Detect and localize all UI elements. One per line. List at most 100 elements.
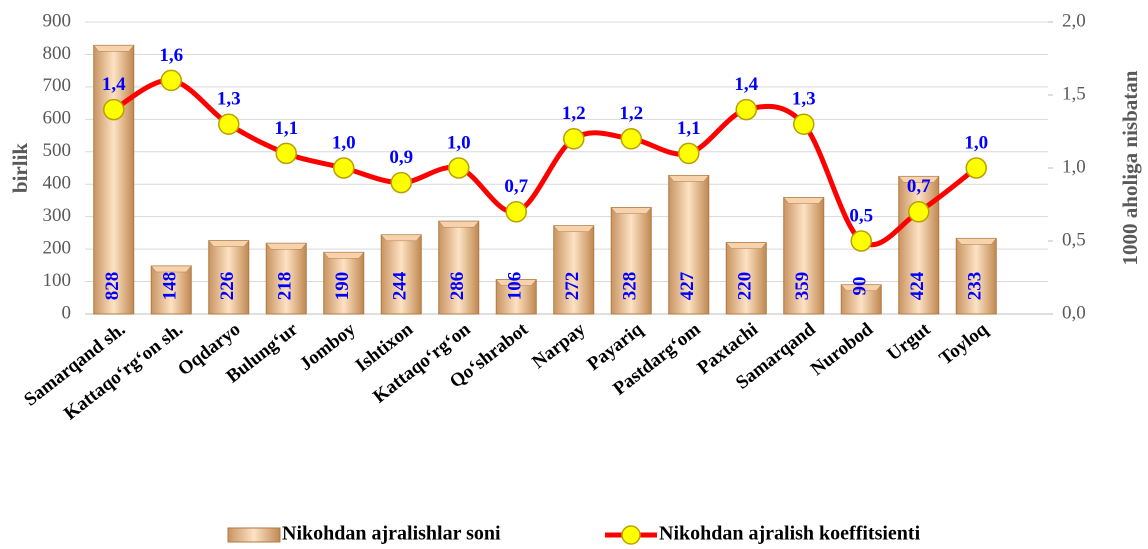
bar <box>898 175 940 315</box>
y-tick-label: 700 <box>43 75 72 96</box>
legend-label: Nikohdan ajralish koeffitsienti <box>659 523 921 545</box>
line-value-label: 1,2 <box>619 103 643 124</box>
y-tick-label: 400 <box>43 173 72 194</box>
x-tick-label: Nurobod <box>807 319 877 380</box>
bar <box>725 242 767 315</box>
bar-body <box>380 234 422 315</box>
y-tick-label: 200 <box>43 237 72 258</box>
bar-value-label: 226 <box>217 272 238 301</box>
bar <box>495 279 537 315</box>
x-tick-label: Kattaqo‘rg‘on <box>369 319 475 408</box>
bar-top <box>93 45 135 52</box>
line-marker <box>620 128 642 150</box>
bar-body <box>323 251 365 315</box>
y-axis-title: birlik <box>8 143 32 194</box>
y-tick-label: 100 <box>43 270 72 291</box>
x-tick-label: Narpay <box>528 319 590 374</box>
legend-marker <box>621 525 641 545</box>
line-marker <box>218 113 240 135</box>
line-value-label: 0,7 <box>504 176 528 197</box>
bar-body <box>610 207 652 315</box>
line-value-label: 1,0 <box>447 132 471 153</box>
line-marker <box>103 98 125 121</box>
line-value-label: 1,3 <box>792 89 816 110</box>
line-marker <box>160 69 182 92</box>
bar-value-label: 233 <box>965 272 986 301</box>
y2-axis-title: 1000 aholiga nisbatan <box>1118 70 1142 265</box>
bar-top <box>610 207 652 214</box>
line-value-label: 1,4 <box>734 74 758 95</box>
bar-value-label: 148 <box>160 272 181 301</box>
line-value-label: 1,6 <box>159 45 183 66</box>
legend-label: Nikohdan ajralishlar soni <box>282 523 501 545</box>
bar-top <box>380 234 422 242</box>
bar-top <box>208 240 250 247</box>
bar-value-label: 218 <box>275 272 296 301</box>
line-value-label: 1,1 <box>677 118 701 139</box>
x-tick-label: Urgut <box>883 318 935 365</box>
bar <box>610 207 652 315</box>
line-value-label: 1,3 <box>217 89 241 110</box>
bar-top <box>783 197 825 204</box>
bar-top <box>495 279 537 286</box>
line <box>112 77 978 248</box>
bar-value-label: 220 <box>735 272 756 301</box>
bar <box>783 197 825 315</box>
bar-body <box>553 225 595 315</box>
bar-body <box>668 174 710 315</box>
bar <box>668 174 710 315</box>
bar-top <box>898 176 940 183</box>
line-marker <box>965 157 987 179</box>
bar <box>265 242 307 315</box>
line-marker <box>850 230 872 252</box>
bar-top <box>438 220 480 228</box>
bar-body <box>265 242 307 315</box>
bar-value-label: 244 <box>390 271 411 300</box>
line-marker <box>448 157 470 179</box>
y-tick-label: 0 <box>62 302 72 323</box>
line-value-label: 1,1 <box>274 118 298 139</box>
line-value-label: 0,7 <box>907 176 931 197</box>
bar-top <box>323 252 365 259</box>
line-marker <box>563 128 585 150</box>
bar-value-label: 828 <box>102 272 123 301</box>
line-marker <box>678 142 700 165</box>
line-value-label: 1,2 <box>562 103 586 124</box>
bar-body <box>955 237 997 315</box>
bar-value-label: 424 <box>907 271 928 300</box>
line-value-label: 0,9 <box>389 147 413 168</box>
bar <box>93 44 135 315</box>
bar-value-label: 359 <box>792 272 813 301</box>
bar-body <box>208 240 250 315</box>
line-marker <box>333 157 355 179</box>
y-tick-label: 900 <box>43 10 72 31</box>
line-marker <box>505 201 527 223</box>
bar <box>380 234 422 315</box>
bar-value-label: 427 <box>677 271 698 300</box>
y2-tick-label: 2,0 <box>1062 10 1086 31</box>
line-marker <box>735 98 757 121</box>
bar-top <box>955 238 997 245</box>
bar-body <box>150 265 192 315</box>
legend-swatch <box>227 527 281 543</box>
bar-top <box>265 243 307 250</box>
bar-body <box>93 44 135 315</box>
bar-value-label: 106 <box>505 272 526 301</box>
line-marker <box>390 171 412 194</box>
bar-top <box>150 265 192 273</box>
bar <box>553 225 595 315</box>
y2-tick-label: 0,0 <box>1062 302 1086 323</box>
line-value-label: 1,0 <box>332 132 356 153</box>
bar-body <box>725 242 767 315</box>
line-value-label: 1,4 <box>102 74 126 95</box>
bar <box>438 220 480 315</box>
bar-value-label: 286 <box>447 272 468 301</box>
y-tick-label: 500 <box>43 140 72 161</box>
y2-tick-label: 1,0 <box>1062 156 1086 177</box>
line-value-label: 0,5 <box>849 205 873 226</box>
line-marker <box>275 142 297 165</box>
y-tick-label: 600 <box>43 108 72 129</box>
bar-value-label: 328 <box>620 272 641 301</box>
x-tick-label: Jomboy <box>296 319 360 376</box>
